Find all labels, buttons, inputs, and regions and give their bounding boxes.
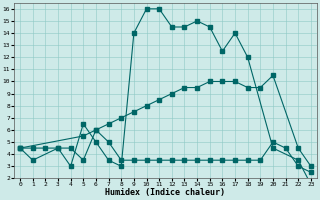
X-axis label: Humidex (Indice chaleur): Humidex (Indice chaleur) xyxy=(106,188,226,197)
